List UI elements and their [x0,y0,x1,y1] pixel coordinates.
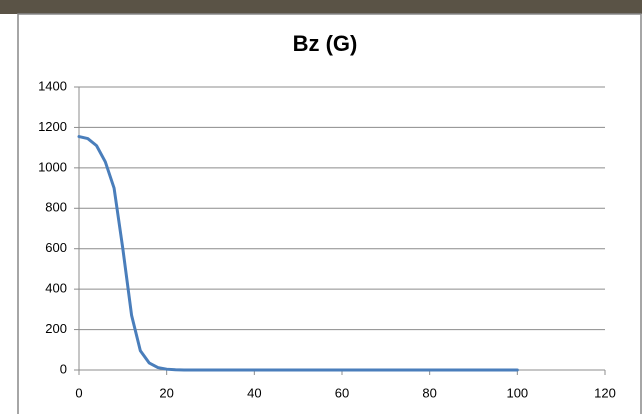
photo-strip [0,0,642,14]
x-tick-label: 80 [422,385,436,400]
x-tick-label: 120 [594,385,616,400]
y-tick-label: 1400 [38,78,67,93]
chart-title: Bz (G) [293,31,358,56]
x-tick-label: 60 [335,385,349,400]
y-tick-label: 600 [45,240,67,255]
y-tick-label: 400 [45,281,67,296]
y-tick-label: 1000 [38,159,67,174]
data-line [77,135,519,372]
y-tick-label: 0 [60,361,67,376]
y-tick-label: 1200 [38,119,67,134]
x-tick-label: 40 [247,385,261,400]
chart-frame [17,13,642,414]
y-tick-label: 800 [45,200,67,215]
x-tick-label: 0 [75,385,82,400]
y-tick-label: 200 [45,321,67,336]
x-tick-label: 100 [506,385,528,400]
x-tick-label: 20 [159,385,173,400]
